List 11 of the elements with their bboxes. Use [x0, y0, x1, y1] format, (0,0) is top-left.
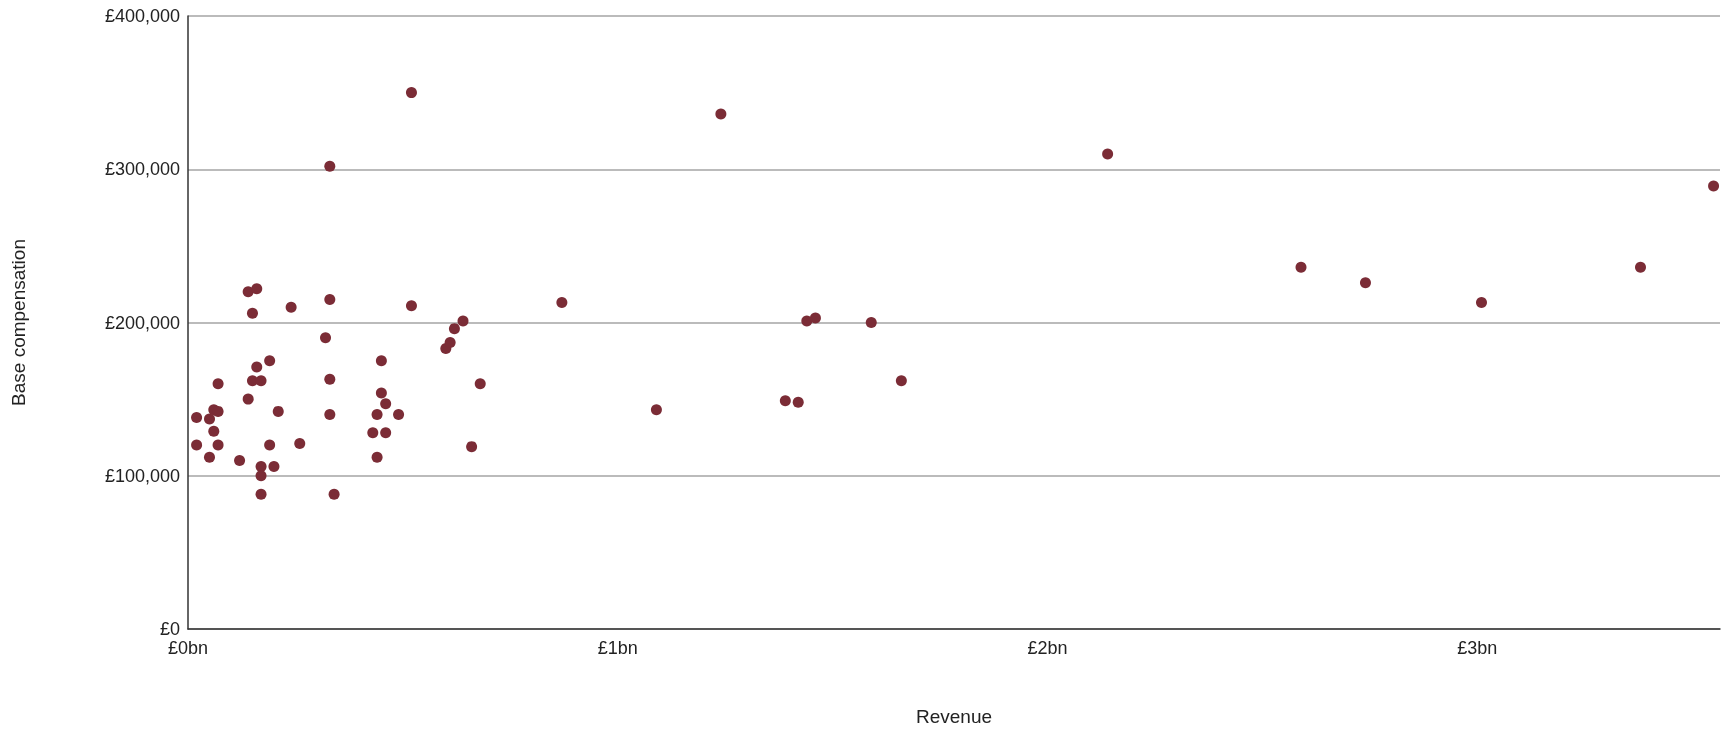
x-tick-label: £1bn [597, 638, 638, 658]
x-tick-label: £2bn [1027, 638, 1068, 658]
y-tick-label: £300,000 [104, 159, 180, 180]
y-tick-label: £0 [159, 619, 180, 639]
y-tick-label: £400,000 [104, 6, 180, 26]
y-tick-label: £100,000 [104, 465, 180, 486]
x-axis-title: Revenue [915, 706, 993, 727]
x-tick-label: £0bn [167, 638, 209, 658]
x-tick-label: £3bn [1457, 638, 1498, 658]
y-axis-title: Base compensation [8, 239, 29, 406]
y-tick-label: £200,000 [104, 312, 180, 333]
